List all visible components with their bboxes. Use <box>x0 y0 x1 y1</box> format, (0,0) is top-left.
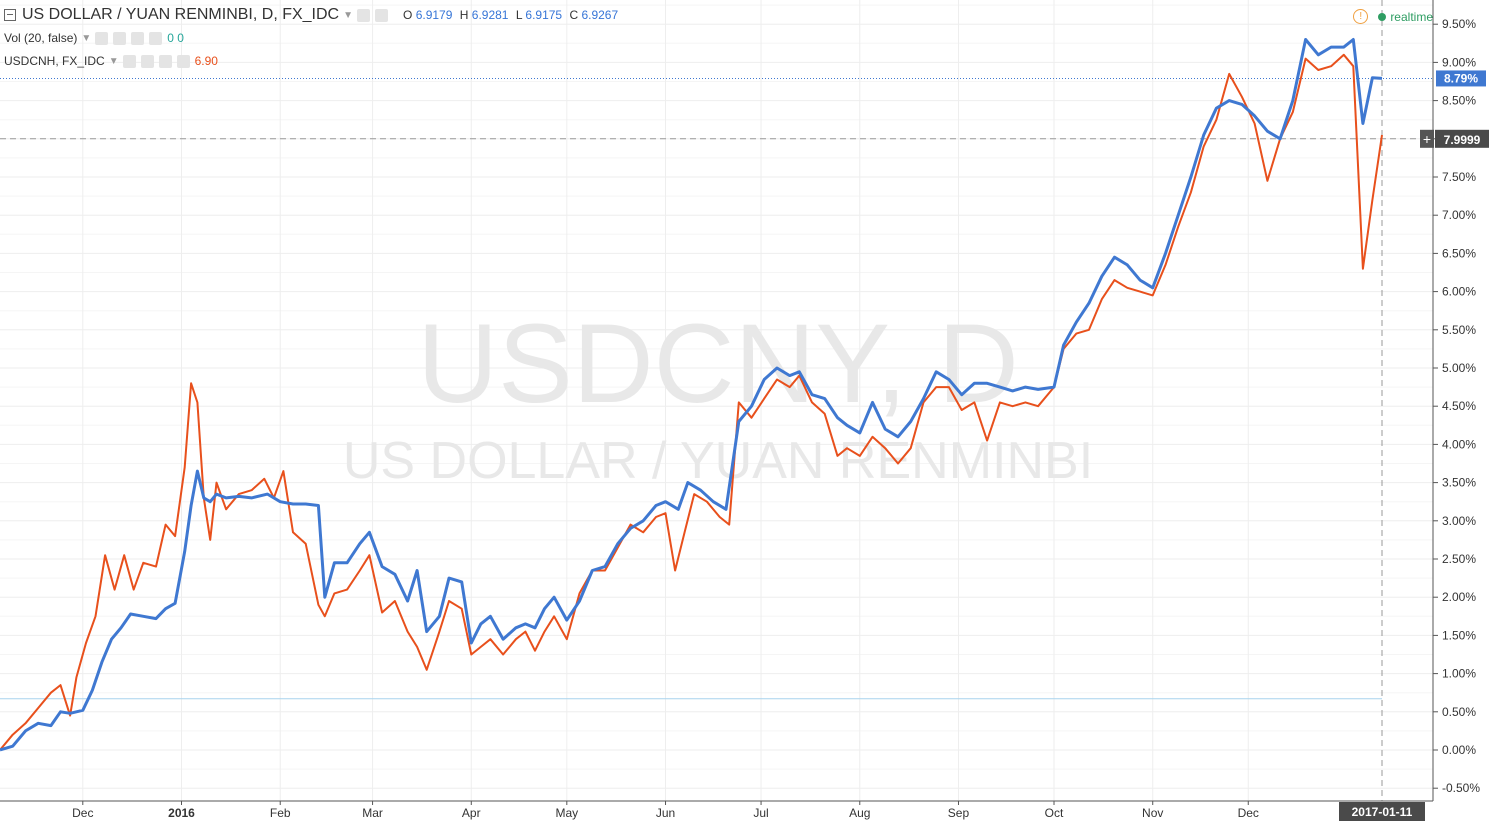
status-dot-icon <box>1378 12 1387 21</box>
eye-icon[interactable] <box>95 31 109 45</box>
close-icon[interactable] <box>176 54 190 68</box>
watermark-symbol: USDCNY, D <box>417 301 1019 426</box>
x-tick-label: Dec <box>72 806 93 820</box>
y-tick-label: 9.00% <box>1442 55 1476 69</box>
price-tags: 8.79% + 7.9999 2017-01-11 <box>1339 70 1489 821</box>
y-tick-label: 1.00% <box>1442 667 1476 681</box>
x-tick-label: Jun <box>656 806 675 820</box>
compare-legend: USDCNH, FX_IDC ▼ 6.90 <box>4 54 218 68</box>
volume-values: 0 0 <box>167 31 184 45</box>
series-line-usdcnh <box>0 53 1383 751</box>
x-tick-label: Oct <box>1045 806 1064 820</box>
crosshair-date-tag-bg <box>1339 802 1425 821</box>
chevron-down-icon[interactable]: ▼ <box>108 55 119 67</box>
x-tick-label: Feb <box>270 806 291 820</box>
y-tick-label: 7.50% <box>1442 170 1476 184</box>
x-tick-label: May <box>555 806 578 820</box>
plus-icon[interactable] <box>158 54 172 68</box>
volume-label[interactable]: Vol (20, false) <box>4 31 78 45</box>
crosshair-plus-icon: + <box>1423 131 1431 147</box>
x-axis: Dec 2016 Feb Mar Apr May Jun Jul Aug Sep Oct Nov Dec <box>0 800 1433 820</box>
chart-grid <box>0 0 1433 801</box>
realtime-label: realtime <box>1390 9 1433 24</box>
y-tick-label: 4.00% <box>1442 437 1476 451</box>
y-tick-label: 7.00% <box>1442 208 1476 222</box>
x-tick-label: Sep <box>948 806 970 820</box>
last-price-tag: 8.79% <box>1444 71 1478 85</box>
x-tick-label: Mar <box>362 806 383 820</box>
last-price-tag-bg <box>1436 70 1486 87</box>
ohlc-values: O 6.9179 H 6.9281 L 6.9175 C 6.9267 <box>403 8 619 22</box>
gear-icon[interactable] <box>375 8 389 22</box>
x-tick-label: Aug <box>849 806 870 820</box>
watermark: USDCNY, D US DOLLAR / YUAN RENMINBI <box>343 301 1093 490</box>
chevron-down-icon[interactable]: ▼ <box>81 32 92 44</box>
main-legend: US DOLLAR / YUAN RENMINBI, D, FX_IDC ▼ O… <box>4 6 622 24</box>
symbol-title[interactable]: US DOLLAR / YUAN RENMINBI, D, FX_IDC <box>22 6 340 23</box>
x-tick-label: Jul <box>753 806 768 820</box>
crosshair-price-tag-bg <box>1435 129 1489 148</box>
collapse-icon[interactable] <box>4 9 16 21</box>
eye-icon[interactable] <box>122 54 136 68</box>
y-tick-label: 0.50% <box>1442 705 1476 719</box>
y-tick-label: 0.00% <box>1442 743 1476 757</box>
y-tick-label: 4.50% <box>1442 399 1476 413</box>
plus-icon[interactable] <box>131 31 145 45</box>
gear-icon[interactable] <box>113 31 127 45</box>
watermark-description: US DOLLAR / YUAN RENMINBI <box>343 432 1093 490</box>
x-tick-label: Apr <box>462 806 481 820</box>
y-tick-label: 3.50% <box>1442 476 1476 490</box>
compare-label[interactable]: USDCNH, FX_IDC <box>4 54 105 68</box>
x-tick-label: Nov <box>1142 806 1163 820</box>
y-tick-label: 2.50% <box>1442 552 1476 566</box>
crosshair-price-tag: 7.9999 <box>1444 133 1481 147</box>
close-icon[interactable] <box>149 31 163 45</box>
horizontal-lines <box>0 0 1433 801</box>
y-tick-label: 1.50% <box>1442 628 1476 642</box>
y-tick-label: 9.50% <box>1442 17 1476 31</box>
warning-icon[interactable]: ! <box>1353 9 1369 24</box>
series-lines <box>0 38 1383 752</box>
y-tick-label: 2.00% <box>1442 590 1476 604</box>
y-tick-label: 5.50% <box>1442 323 1476 337</box>
y-tick-label: -0.50% <box>1442 781 1480 795</box>
gear-icon[interactable] <box>140 54 154 68</box>
series-line-usdcny <box>0 38 1383 752</box>
y-tick-label: 3.00% <box>1442 514 1476 528</box>
crosshair-plus-bg <box>1420 129 1434 148</box>
chevron-down-icon[interactable]: ▼ <box>343 9 354 21</box>
realtime-status: ! realtime <box>1353 9 1433 24</box>
y-tick-label: 8.50% <box>1442 94 1476 108</box>
y-tick-label: 6.50% <box>1442 246 1476 260</box>
compare-value: 6.90 <box>194 54 218 68</box>
crosshair-date-tag: 2017-01-11 <box>1352 805 1413 819</box>
y-tick-label: 6.00% <box>1442 285 1476 299</box>
x-tick-label: Dec <box>1238 806 1259 820</box>
volume-legend: Vol (20, false) ▼ 0 0 <box>4 31 184 45</box>
x-tick-label: 2016 <box>168 806 195 820</box>
eye-icon[interactable] <box>357 8 371 22</box>
y-tick-label: 5.00% <box>1442 361 1476 375</box>
y-axis: 9.50%9.00%8.50%8.00%7.50%7.00%6.50%6.00%… <box>1432 0 1480 801</box>
